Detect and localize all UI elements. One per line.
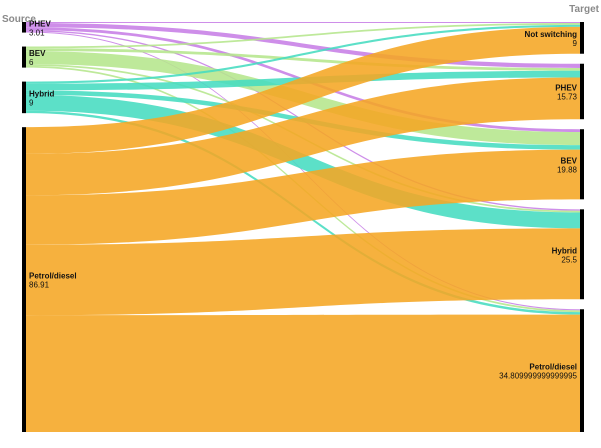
source-value-phev: 3.01 [29, 28, 45, 37]
link-petrol-to-bev[interactable] [26, 149, 580, 245]
link-hybrid-to-not[interactable] [26, 24, 580, 84]
source-node-phev[interactable] [22, 22, 26, 33]
link-petrol-to-hybrid[interactable] [26, 228, 580, 316]
target-label-not: Not switching [525, 30, 578, 39]
target-value-not: 9 [573, 39, 578, 48]
link-petrol-to-petrol[interactable] [26, 314, 580, 432]
source-node-hybrid[interactable] [22, 81, 26, 114]
link-phev-to-phev[interactable] [26, 23, 580, 68]
target-value-phev: 15.73 [557, 92, 578, 101]
target-node-bev[interactable] [580, 129, 584, 200]
source-label-petrol: Petrol/diesel [29, 272, 77, 281]
target-node-hybrid[interactable] [580, 209, 584, 300]
target-label-petrol: Petrol/diesel [529, 363, 577, 372]
source-value-hybrid: 9 [29, 98, 34, 107]
link-bev-to-not[interactable] [26, 23, 580, 49]
labels-layer: Source Target PHEV3.01BEV6Hybrid9Petrol/… [2, 4, 600, 381]
source-node-petrol[interactable] [22, 127, 26, 433]
nodes-layer [22, 22, 584, 433]
source-value-bev: 6 [29, 58, 34, 67]
source-label-bev: BEV [29, 49, 46, 58]
link-petrol-to-phev[interactable] [26, 77, 580, 196]
target-header: Target [569, 4, 599, 15]
link-hybrid-to-hybrid[interactable] [26, 94, 580, 229]
target-node-phev[interactable] [580, 63, 584, 120]
source-header: Source [2, 14, 36, 25]
source-value-petrol: 86.91 [29, 281, 50, 290]
source-label-phev: PHEV [29, 19, 51, 28]
target-node-petrol[interactable] [580, 309, 584, 432]
links-layer [26, 22, 580, 432]
target-value-hybrid: 25.5 [561, 255, 577, 264]
target-value-bev: 19.88 [557, 165, 578, 174]
link-phev-to-petrol[interactable] [26, 31, 580, 311]
target-label-phev: PHEV [555, 83, 577, 92]
target-node-not[interactable] [580, 22, 584, 54]
link-bev-to-phev[interactable] [26, 48, 580, 71]
source-label-hybrid: Hybrid [29, 89, 54, 98]
link-phev-to-not[interactable] [26, 22, 580, 24]
link-petrol-to-not[interactable] [26, 26, 580, 154]
source-node-bev[interactable] [22, 46, 26, 68]
target-label-bev: BEV [561, 156, 578, 165]
target-value-petrol: 34.809999999999995 [499, 372, 577, 381]
target-label-hybrid: Hybrid [552, 246, 577, 255]
